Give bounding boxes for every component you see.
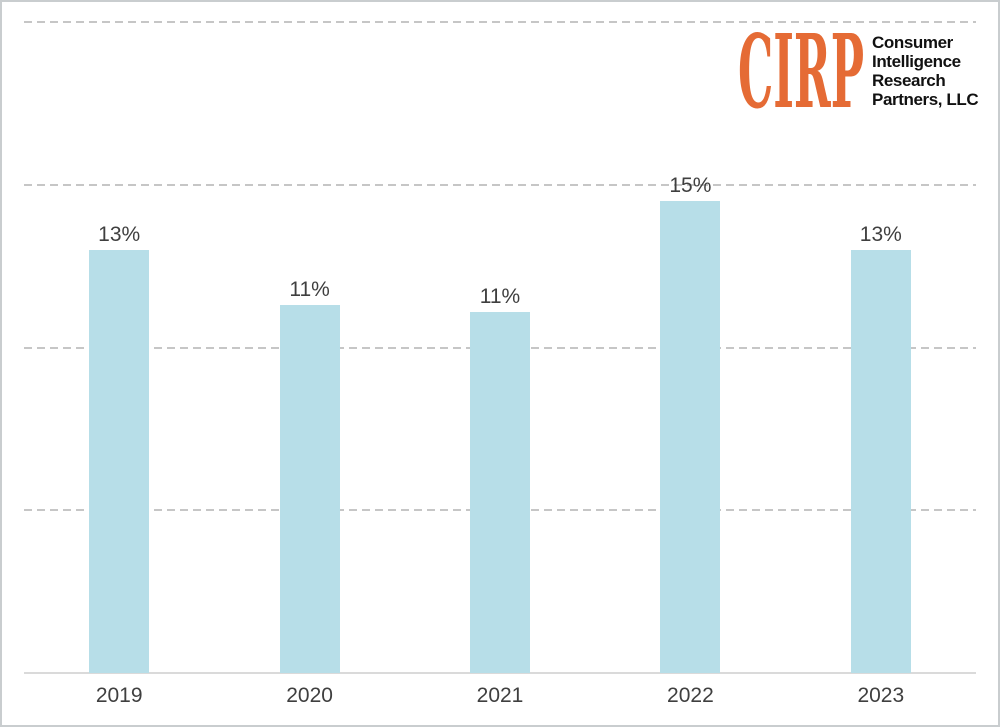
x-axis-tick-label: 2019 [95, 684, 143, 707]
cirp-logo-mark: CIRP [738, 31, 864, 111]
bar-value-label: 13% [98, 222, 141, 246]
bar-2019 [89, 249, 150, 673]
gridline [24, 21, 976, 23]
cirp-logo-mark-text: CIRP [738, 31, 864, 111]
bar-2023 [850, 249, 911, 673]
gridline [24, 183, 976, 186]
bar-value-label: 11% [289, 278, 330, 302]
x-axis-tick-label: 2023 [857, 684, 905, 707]
bar-value-label: 11% [479, 284, 521, 308]
x-axis-line [24, 672, 976, 674]
plot-area: 13% 2019 11% 2020 11% 2021 15% 2022 13% 2023 [24, 21, 976, 707]
x-axis-tick-label: 2022 [667, 684, 714, 707]
x-axis-tick-label: 2020 [286, 684, 333, 707]
cirp-logo-text: Consumer Intelligence Research Partners,… [872, 33, 995, 109]
logo-text-line: Partners, LLC [872, 90, 979, 109]
x-axis-tick-label: 2021 [476, 684, 524, 707]
bar-2021 [470, 311, 530, 673]
cirp-logo: CIRP Consumer Intelligence Research Part… [737, 31, 995, 111]
bar-2022 [660, 201, 721, 673]
logo-text-line: Intelligence [872, 52, 961, 71]
logo-text-line: Research [872, 71, 946, 90]
bar-value-label: 15% [669, 173, 712, 197]
logo-text-line: Consumer [872, 33, 953, 52]
bar-value-label: 13% [859, 222, 902, 246]
bar-2020 [279, 305, 340, 673]
